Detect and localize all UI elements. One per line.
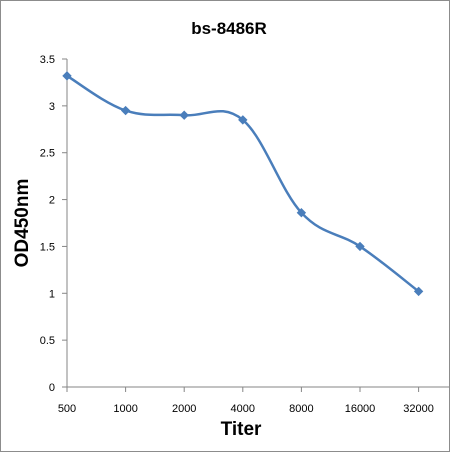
x-tick-label: 500 bbox=[58, 403, 76, 415]
x-tick-label: 1000 bbox=[113, 403, 137, 415]
data-point-marker bbox=[179, 110, 189, 120]
data-point-marker bbox=[62, 71, 72, 81]
y-tick-label: 2 bbox=[49, 195, 55, 207]
y-tick-label: 2.5 bbox=[40, 148, 55, 160]
series-line bbox=[66, 74, 420, 293]
data-point-marker bbox=[120, 105, 131, 116]
axes bbox=[66, 59, 449, 388]
y-tick-label: 3.5 bbox=[40, 54, 55, 66]
data-point-marker bbox=[355, 241, 365, 252]
data-point-marker bbox=[238, 115, 248, 125]
y-axis-ticks: 0 0.5 1 1.5 2 2.5 3 3.5 bbox=[40, 54, 67, 394]
y-tick-label: 0.5 bbox=[40, 335, 55, 347]
x-tick-label: 8000 bbox=[289, 403, 313, 415]
y-tick-label: 1.5 bbox=[40, 241, 55, 253]
data-point-marker bbox=[413, 286, 424, 297]
y-tick-label: 0 bbox=[49, 382, 55, 394]
y-tick-label: 3 bbox=[49, 101, 55, 113]
x-tick-label: 2000 bbox=[172, 403, 196, 415]
x-tick-label: 4000 bbox=[231, 403, 255, 415]
x-tick-label: 32000 bbox=[403, 403, 434, 415]
y-axis-label: OD450nm bbox=[12, 179, 33, 268]
data-point-marker bbox=[296, 207, 307, 218]
chart-title: bs-8486R bbox=[191, 19, 267, 38]
series-layer bbox=[62, 71, 424, 297]
x-axis-ticks: 500 1000 2000 4000 8000 16000 32000 bbox=[58, 387, 434, 415]
x-tick-label: 16000 bbox=[345, 403, 376, 415]
x-axis-label: Titer bbox=[221, 419, 262, 440]
y-tick-label: 1 bbox=[49, 288, 55, 300]
